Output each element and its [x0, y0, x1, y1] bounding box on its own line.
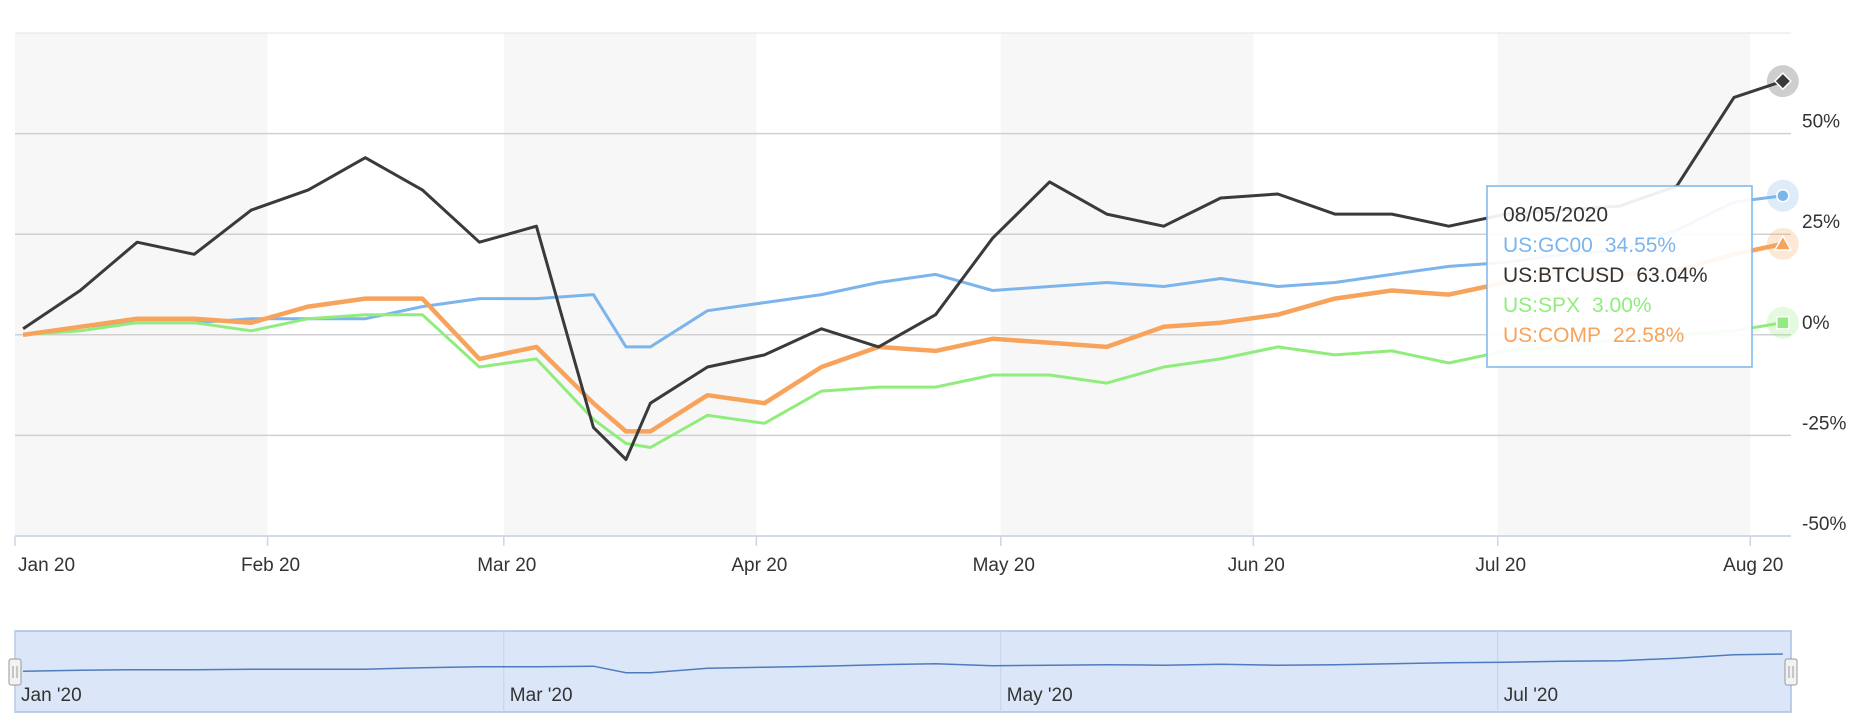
- x-tick-label: Jul 20: [1475, 555, 1526, 576]
- end-marker: [1776, 315, 1790, 330]
- y-tick-label: -50%: [1802, 514, 1846, 535]
- x-tick-label: Mar 20: [477, 555, 536, 576]
- tooltip-box: [1486, 185, 1753, 368]
- tooltip-series-name: US:BTCUSD: [1503, 264, 1624, 287]
- tooltip-series-name: US:SPX: [1503, 294, 1580, 317]
- end-markers: [1766, 65, 1799, 339]
- tooltip-entry: US:SPX 3.00%: [1503, 294, 1652, 317]
- x-tick-label: Aug 20: [1723, 555, 1783, 576]
- navigator-handle[interactable]: [1784, 658, 1798, 686]
- tooltip-value: 63.04%: [1636, 264, 1707, 287]
- tooltip-value: 34.55%: [1605, 234, 1676, 257]
- tooltip-date: 08/05/2020: [1503, 204, 1608, 227]
- tooltip-entry: US:GC00 34.55%: [1503, 234, 1676, 257]
- y-tick-label: 0%: [1802, 313, 1830, 334]
- y-tick-label: 25%: [1802, 212, 1840, 233]
- navigator-label: Mar '20: [510, 685, 573, 706]
- plot-background: [15, 33, 1751, 536]
- tooltip-entry: US:COMP 22.58%: [1503, 324, 1684, 347]
- x-tick-label: Apr 20: [731, 555, 787, 576]
- navigator[interactable]: Jan '20 Mar '20 May '20 Jul '20: [8, 630, 1798, 713]
- y-tick-label: -25%: [1802, 413, 1846, 434]
- navigator-label: May '20: [1007, 685, 1073, 706]
- x-tick-label: May 20: [973, 555, 1035, 576]
- tooltip-value: 22.58%: [1613, 324, 1684, 347]
- end-marker: [1773, 72, 1792, 91]
- end-marker: [1776, 189, 1790, 203]
- navigator-label: Jul '20: [1504, 685, 1558, 706]
- x-tick-label: Jun 20: [1228, 555, 1285, 576]
- navigator-handle[interactable]: [8, 658, 22, 686]
- y-tick-label: 50%: [1802, 112, 1840, 133]
- x-tick-label: Feb 20: [241, 555, 300, 576]
- month-band: [503, 33, 757, 536]
- tooltip-entry: US:BTCUSD 63.04%: [1503, 264, 1708, 287]
- navigator-frame: [14, 630, 1792, 713]
- tooltip-value: 3.00%: [1592, 294, 1652, 317]
- navigator-line: [23, 653, 1783, 674]
- tooltip-series-name: US:GC00: [1503, 234, 1593, 257]
- tooltip-series-name: US:COMP: [1503, 324, 1601, 347]
- x-tick-label: Jan 20: [18, 555, 75, 576]
- month-band: [15, 33, 268, 536]
- end-marker: [1773, 234, 1793, 251]
- navigator-label: Jan '20: [21, 685, 82, 706]
